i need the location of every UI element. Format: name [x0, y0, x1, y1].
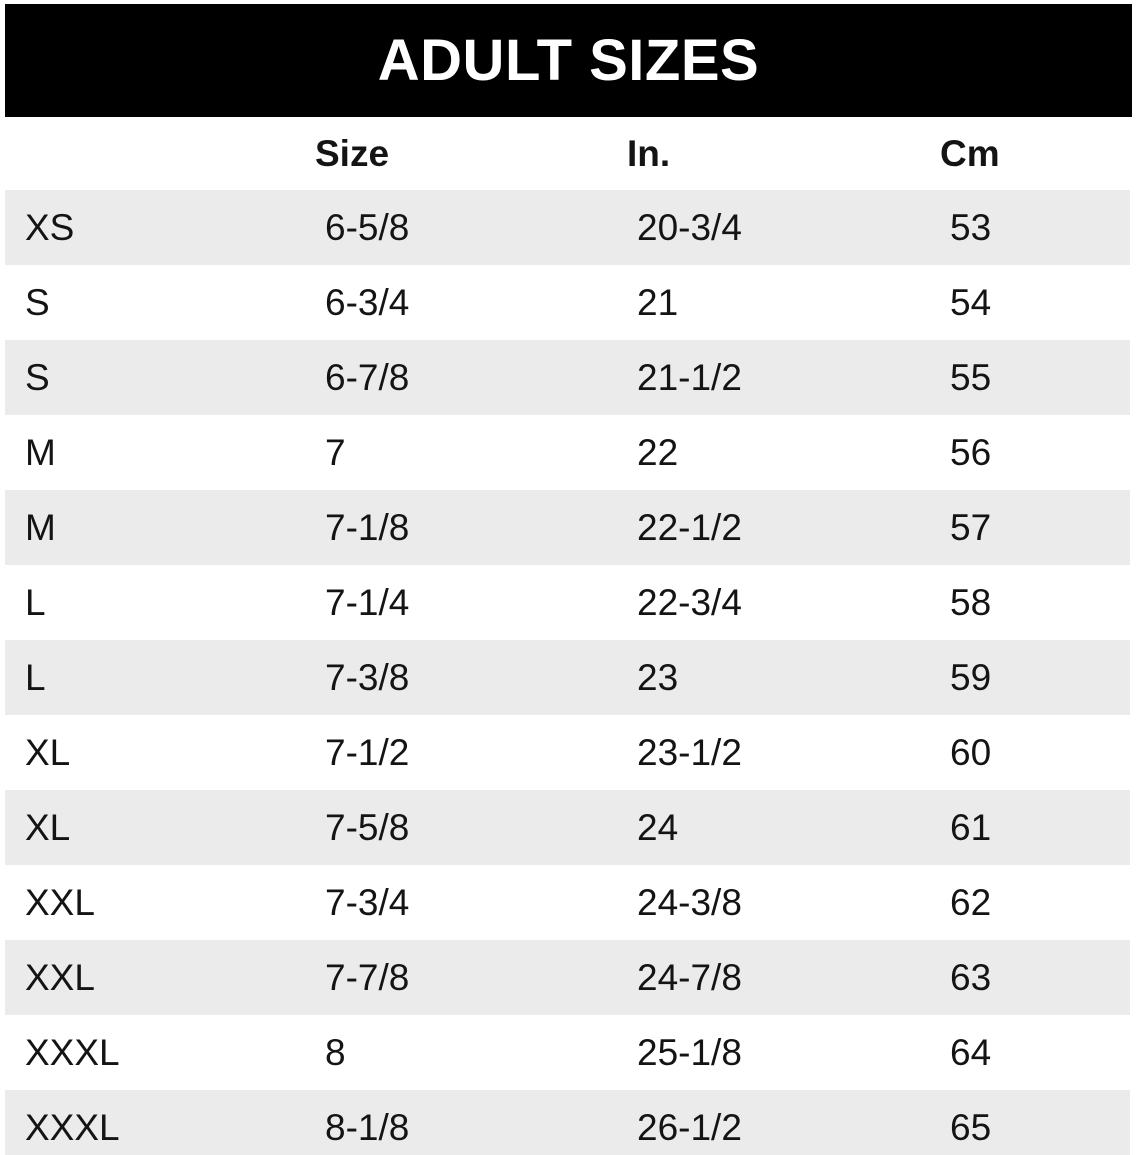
inches-cell: 24-3/8: [637, 881, 742, 923]
table-row: XXXL 8-1/8 26-1/2 65: [5, 1090, 1130, 1155]
table-row: XL 7-1/2 23-1/2 60: [5, 715, 1130, 790]
table-row: XXL 7-3/4 24-3/8 62: [5, 865, 1130, 940]
table-row: XXXL 8 25-1/8 64: [5, 1015, 1130, 1090]
hat-size-cell: 7-1/4: [325, 581, 410, 623]
inches-cell: 23: [637, 656, 679, 698]
size-category-cell: M: [25, 506, 56, 548]
centimeters-cell: 62: [950, 881, 992, 923]
inches-cell: 22-3/4: [637, 581, 742, 623]
hat-size-cell: 6-3/4: [325, 281, 410, 323]
inches-cell: 22: [637, 431, 679, 473]
inches-cell: 25-1/8: [637, 1031, 742, 1073]
table-body: XS 6-5/8 20-3/4 53 S 6-3/4 21 54 S 6-7/8…: [5, 190, 1130, 1155]
hat-size-cell: 6-7/8: [325, 356, 410, 398]
centimeters-cell: 61: [950, 806, 992, 848]
table-row: M 7-1/8 22-1/2 57: [5, 490, 1130, 565]
size-category-cell: L: [25, 581, 46, 623]
table-row: M 7 22 56: [5, 415, 1130, 490]
hat-size-cell: 7-1/8: [325, 506, 410, 548]
hat-size-cell: 7-7/8: [325, 956, 410, 998]
column-header-inches: In.: [627, 132, 671, 174]
inches-cell: 20-3/4: [637, 206, 742, 248]
page-title: ADULT SIZES: [377, 27, 760, 93]
hat-size-cell: 6-5/8: [325, 206, 410, 248]
centimeters-cell: 57: [950, 506, 992, 548]
hat-size-cell: 7-1/2: [325, 731, 410, 773]
size-category-cell: XXXL: [25, 1031, 120, 1073]
centimeters-cell: 65: [950, 1106, 992, 1148]
centimeters-cell: 64: [950, 1031, 992, 1073]
centimeters-cell: 59: [950, 656, 992, 698]
inches-cell: 21-1/2: [637, 356, 742, 398]
hat-size-cell: 7: [325, 431, 346, 473]
centimeters-cell: 55: [950, 356, 992, 398]
size-category-cell: XS: [25, 206, 75, 248]
centimeters-cell: 56: [950, 431, 992, 473]
column-header-centimeters: Cm: [940, 132, 1000, 174]
inches-cell: 26-1/2: [637, 1106, 742, 1148]
size-category-cell: XL: [25, 806, 71, 848]
hat-size-cell: 8-1/8: [325, 1106, 410, 1148]
hat-size-cell: 7-3/4: [325, 881, 410, 923]
inches-cell: 21: [637, 281, 679, 323]
centimeters-cell: 53: [950, 206, 992, 248]
hat-size-cell: 7-5/8: [325, 806, 410, 848]
hat-size-cell: 8: [325, 1031, 346, 1073]
size-category-cell: XXXL: [25, 1106, 120, 1148]
size-category-cell: XL: [25, 731, 71, 773]
table-row: L 7-3/8 23 59: [5, 640, 1130, 715]
inches-cell: 22-1/2: [637, 506, 742, 548]
column-header-size: Size: [315, 132, 390, 174]
hat-size-cell: 7-3/8: [325, 656, 410, 698]
table-row: S 6-7/8 21-1/2 55: [5, 340, 1130, 415]
inches-cell: 23-1/2: [637, 731, 742, 773]
size-category-cell: L: [25, 656, 46, 698]
column-header-row: Size In. Cm: [5, 117, 1130, 190]
title-banner: ADULT SIZES: [5, 4, 1132, 117]
size-category-cell: XXL: [25, 956, 95, 998]
centimeters-cell: 54: [950, 281, 992, 323]
size-category-cell: M: [25, 431, 56, 473]
inches-cell: 24-7/8: [637, 956, 742, 998]
table-row: XXL 7-7/8 24-7/8 63: [5, 940, 1130, 1015]
table-row: XL 7-5/8 24 61: [5, 790, 1130, 865]
table-row: XS 6-5/8 20-3/4 53: [5, 190, 1130, 265]
table-row: L 7-1/4 22-3/4 58: [5, 565, 1130, 640]
size-category-cell: XXL: [25, 881, 95, 923]
size-category-cell: S: [25, 281, 50, 323]
table-row: S 6-3/4 21 54: [5, 265, 1130, 340]
centimeters-cell: 58: [950, 581, 992, 623]
inches-cell: 24: [637, 806, 679, 848]
size-category-cell: S: [25, 356, 50, 398]
centimeters-cell: 60: [950, 731, 992, 773]
centimeters-cell: 63: [950, 956, 992, 998]
